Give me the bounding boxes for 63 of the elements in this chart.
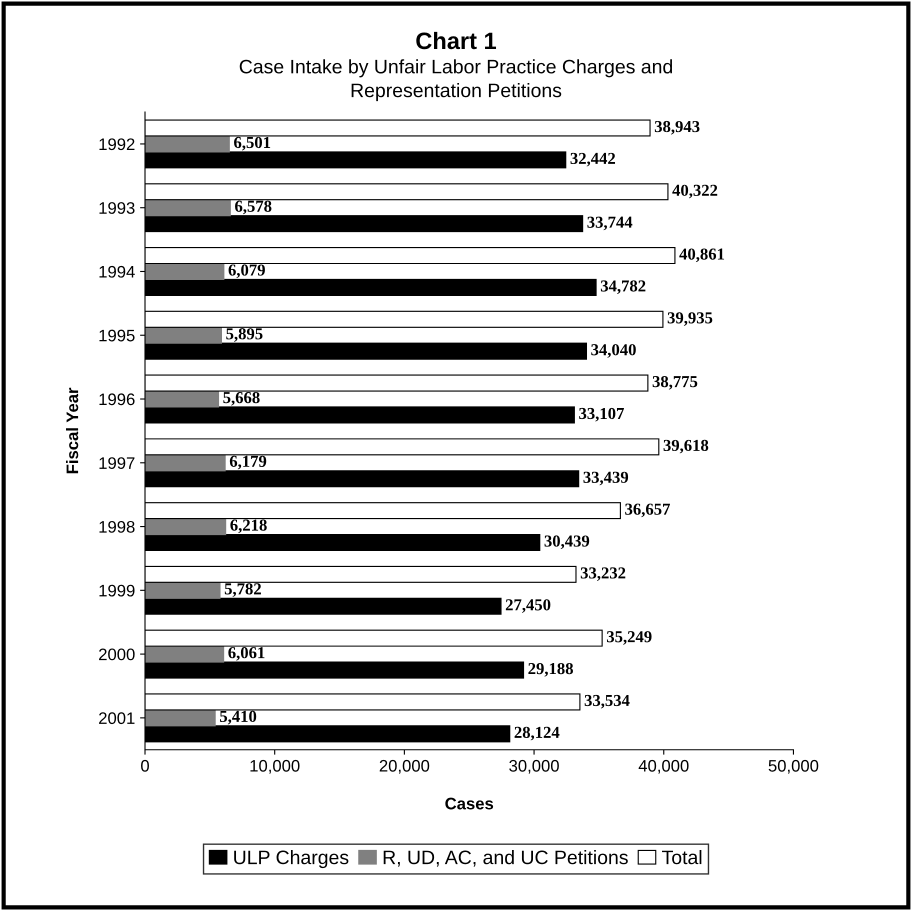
data-label: 36,657 xyxy=(625,504,670,518)
data-label: 39,935 xyxy=(668,312,712,326)
data-label: 30,439 xyxy=(544,535,590,550)
x-tick-label: 20,000 xyxy=(380,760,430,774)
y-axis-title: Fiscal Year xyxy=(66,388,78,474)
data-label: 27,450 xyxy=(506,599,550,613)
y-tick-label: 1992 xyxy=(99,138,134,150)
bar xyxy=(145,518,226,536)
data-label: 40,861 xyxy=(679,248,724,262)
data-label: 38,943 xyxy=(654,120,700,135)
data-label: 34,040 xyxy=(591,344,636,358)
data-label: 34,782 xyxy=(600,280,646,294)
y-tick-label: 1993 xyxy=(99,202,135,214)
bar xyxy=(145,390,220,408)
data-label: 33,534 xyxy=(584,694,630,709)
data-label: 6,079 xyxy=(228,264,265,278)
y-tick-label: 2001 xyxy=(99,712,134,724)
data-label: 32,442 xyxy=(570,152,616,166)
data-label: 40,322 xyxy=(672,184,718,198)
y-tick-label: 1996 xyxy=(99,393,135,406)
data-label: 6,218 xyxy=(230,519,267,534)
x-tick-label: 50,000 xyxy=(768,760,818,774)
data-label: 5,895 xyxy=(226,328,263,342)
bar xyxy=(145,646,224,663)
y-tick-label: 1994 xyxy=(99,266,135,278)
data-label: 5,668 xyxy=(223,392,260,406)
x-axis-title: Cases xyxy=(445,798,494,810)
data-label: 29,188 xyxy=(528,662,573,677)
y-tick-label: 1999 xyxy=(99,584,134,597)
bar xyxy=(145,709,216,726)
legend-label: R, UD, AC, and UC Petitions xyxy=(384,850,628,867)
data-label: 33,232 xyxy=(580,567,626,581)
data-label: 5,410 xyxy=(220,710,256,724)
x-tick-label: 10,000 xyxy=(250,760,300,774)
x-tick-label: 40,000 xyxy=(638,760,689,774)
data-label: 38,775 xyxy=(652,376,698,390)
data-label: 28,124 xyxy=(514,726,560,740)
bar xyxy=(145,262,224,280)
data-label: 33,744 xyxy=(587,216,632,230)
legend-label: Total xyxy=(662,850,702,864)
data-label: 35,249 xyxy=(606,631,652,645)
bar xyxy=(145,454,226,472)
data-label: 33,107 xyxy=(579,408,624,422)
data-label: 5,782 xyxy=(224,583,261,597)
bar xyxy=(145,326,222,344)
data-label: 6,578 xyxy=(235,200,272,214)
data-label: 6,501 xyxy=(234,136,270,151)
data-label: 6,061 xyxy=(228,647,264,661)
y-tick-label: 1998 xyxy=(99,520,135,533)
x-tick-label: 30,000 xyxy=(509,760,559,774)
data-label: 33,439 xyxy=(583,472,628,486)
y-tick-label: 1997 xyxy=(99,457,134,469)
bar xyxy=(145,135,230,152)
x-tick-label: 0 xyxy=(141,760,149,772)
chart-subtitle: Case Intake by Unfair Labor Practice Charges and Representation Petitions xyxy=(240,59,672,102)
bar xyxy=(145,582,221,599)
y-tick-label: 1995 xyxy=(99,330,135,342)
chart-title: Chart 1 xyxy=(416,32,496,50)
legend-label: ULP Charges xyxy=(234,850,348,868)
data-label: 6,179 xyxy=(230,456,266,470)
bar xyxy=(145,199,231,216)
data-label: 39,618 xyxy=(664,440,708,454)
y-tick-label: 2000 xyxy=(99,648,135,660)
